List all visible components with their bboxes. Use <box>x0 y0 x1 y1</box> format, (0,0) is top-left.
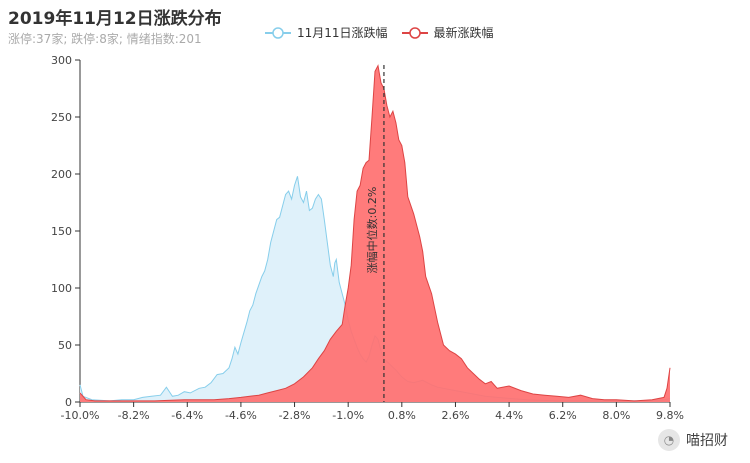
y-tick-label: 150 <box>51 225 72 238</box>
legend-label-previous: 11月11日涨跌幅 <box>297 26 388 40</box>
legend-item-previous[interactable]: 11月11日涨跌幅 <box>265 24 388 41</box>
x-tick-label: -4.6% <box>225 409 257 422</box>
legend: 11月11日涨跌幅 最新涨跌幅 <box>265 24 494 41</box>
x-tick-label: 8.0% <box>602 409 630 422</box>
watermark-label: 喵招财 <box>686 433 728 449</box>
series-area-1 <box>80 65 670 402</box>
watermark: ◔ 喵招财 <box>658 429 728 451</box>
y-tick-label: 300 <box>51 54 72 67</box>
x-tick-label: -6.4% <box>171 409 203 422</box>
legend-item-latest[interactable]: 最新涨跌幅 <box>401 24 494 41</box>
chart-title: 2019年11月12日涨跌分布 <box>8 9 222 29</box>
y-tick-label: 200 <box>51 168 72 181</box>
chart-subtitle: 涨停:37家; 跌停:8家; 情绪指数:201 <box>8 32 202 46</box>
series-line-1 <box>79 64 671 402</box>
wechat-icon: ◔ <box>658 429 680 451</box>
x-tick-label: -8.2% <box>118 409 150 422</box>
x-tick-label: 0.8% <box>388 409 416 422</box>
y-tick-label: 50 <box>58 339 72 352</box>
x-tick-label: 9.8% <box>656 409 684 422</box>
x-tick-label: 4.4% <box>495 409 523 422</box>
y-tick-label: 0 <box>65 396 72 409</box>
legend-marker-previous <box>265 26 291 39</box>
y-tick-label: 100 <box>51 282 72 295</box>
median-label: 涨幅中位数:0.2% <box>365 187 379 274</box>
legend-label-latest: 最新涨跌幅 <box>433 26 494 40</box>
x-tick-label: -1.0% <box>332 409 364 422</box>
x-tick-label: -2.8% <box>279 409 311 422</box>
x-tick-label: 2.6% <box>441 409 469 422</box>
legend-marker-latest <box>401 26 428 39</box>
y-tick-label: 250 <box>51 111 72 124</box>
x-tick-label: 6.2% <box>549 409 577 422</box>
x-tick-label: -10.0% <box>61 409 100 422</box>
